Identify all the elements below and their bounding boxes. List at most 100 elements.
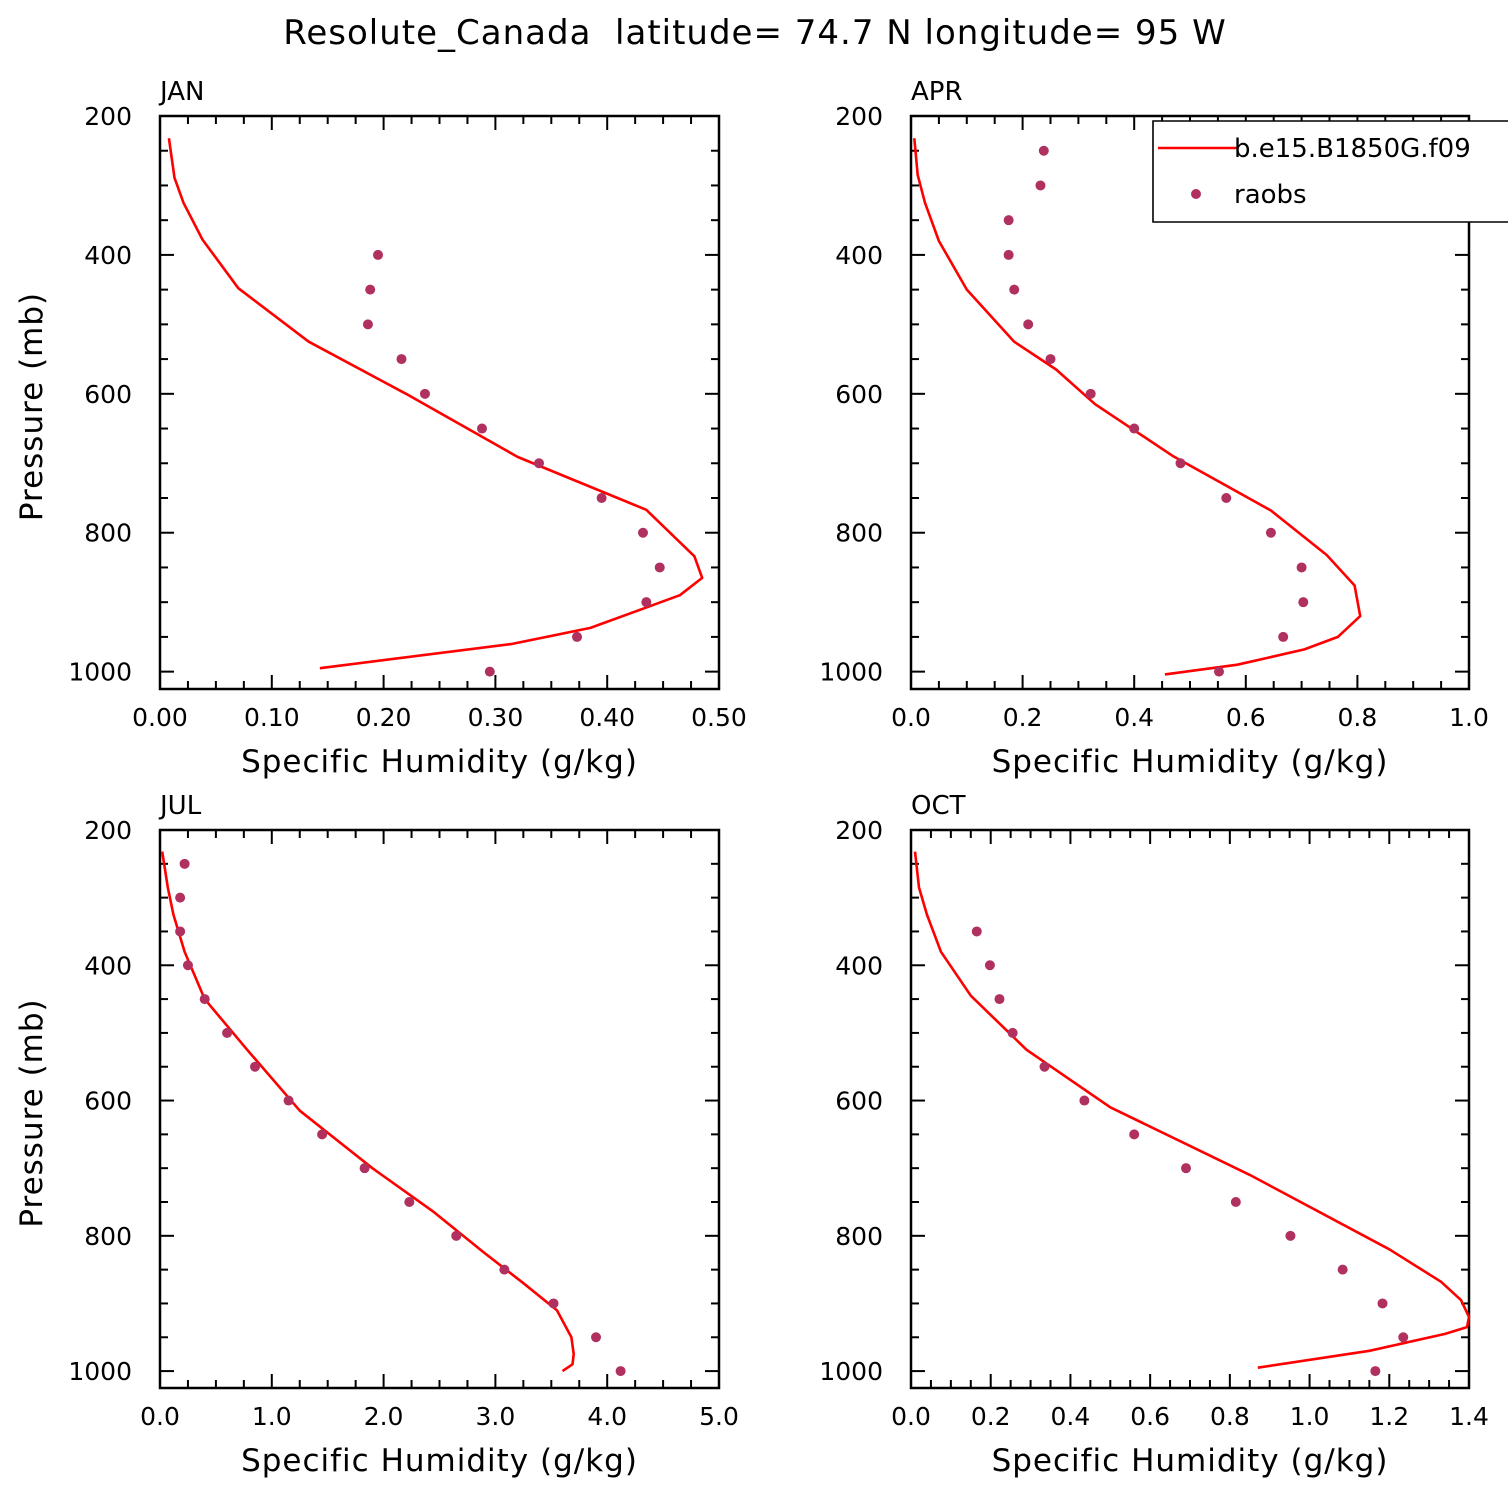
y-tick-label: 800 — [84, 1222, 132, 1251]
y-tick-label: 200 — [84, 102, 132, 131]
raobs-point — [1370, 1366, 1381, 1377]
raobs-point — [250, 1061, 261, 1072]
panel-oct: OCT 0.0 0.2 0.4 0.6 0.8 1.0 1.2 1.4 200 400 600 800 1… — [819, 791, 1489, 1479]
raobs-point — [362, 319, 373, 330]
raobs-point — [534, 458, 545, 469]
legend-marker-swatch — [1191, 189, 1201, 199]
raobs-point — [637, 527, 648, 538]
raobs-point — [1129, 423, 1140, 434]
figure-title: Resolute_Canada latitude= 74.7 N longitu… — [283, 13, 1226, 53]
raobs-point — [1039, 1061, 1050, 1072]
panel-jan: JAN 0.00 0.10 0.20 0.30 0.40 0.50 200 400 600 800 1… — [14, 77, 747, 780]
x-tick-label: 0.30 — [468, 703, 524, 732]
raobs-point — [591, 1332, 602, 1343]
y-tick-label: 400 — [84, 241, 132, 270]
raobs-point — [984, 960, 995, 971]
y-tick-label: 800 — [835, 519, 883, 548]
x-axis-title: Specific Humidity (g/kg) — [992, 744, 1389, 780]
raobs-point — [1398, 1332, 1409, 1343]
raobs-point — [1221, 493, 1232, 503]
raobs-point — [641, 597, 652, 608]
x-tick-label: 0.10 — [244, 703, 300, 732]
x-tick-label: 3.0 — [476, 1402, 516, 1431]
raobs-point — [994, 994, 1005, 1005]
x-tick-label: 1.0 — [252, 1402, 292, 1431]
raobs-point — [199, 994, 210, 1005]
raobs-point — [1278, 631, 1289, 642]
raobs-point — [1009, 284, 1020, 295]
raobs-point — [1085, 388, 1096, 399]
panel-apr: APR 0.0 0.2 0.4 0.6 0.8 1.0 200 400 600 800 1000 Spe… — [819, 77, 1508, 780]
series-line-model — [160, 851, 576, 1373]
y-axis-title: Pressure (mb) — [14, 292, 50, 521]
legend: b.e15.B1850G.f09 raobs — [1152, 120, 1508, 223]
raobs-point — [1079, 1095, 1090, 1106]
series-line-model — [913, 138, 1362, 676]
x-tick-label: 0.0 — [140, 1402, 180, 1431]
y-tick-label: 1000 — [68, 1357, 132, 1386]
y-tick-label: 400 — [835, 241, 883, 270]
raobs-point — [572, 631, 583, 642]
raobs-point — [1214, 666, 1225, 677]
raobs-point — [1298, 597, 1309, 608]
raobs-point — [1045, 354, 1056, 365]
y-tick-label: 200 — [835, 816, 883, 845]
raobs-point — [175, 892, 186, 903]
raobs-point — [615, 1366, 626, 1377]
x-tick-label: 1.2 — [1369, 1402, 1409, 1431]
y-tick-label: 800 — [835, 1222, 883, 1251]
y-axis-title: Pressure (mb) — [14, 998, 50, 1227]
raobs-point — [1265, 527, 1276, 538]
x-tick-label: 1.0 — [1449, 703, 1489, 732]
raobs-point — [182, 960, 193, 971]
raobs-point — [971, 926, 982, 937]
raobs-point — [1230, 1197, 1241, 1207]
panel-label: OCT — [911, 791, 966, 821]
raobs-point — [359, 1163, 370, 1174]
x-tick-label: 0.20 — [356, 703, 412, 732]
x-tick-label: 0.8 — [1338, 703, 1378, 732]
raobs-point — [596, 493, 607, 503]
panel-label: APR — [911, 77, 963, 107]
x-tick-label: 5.0 — [699, 1402, 739, 1431]
raobs-point — [365, 284, 376, 295]
y-tick-label: 1000 — [819, 1357, 883, 1386]
raobs-point — [451, 1230, 462, 1241]
x-tick-label: 0.2 — [1003, 703, 1043, 732]
y-tick-label: 600 — [835, 380, 883, 409]
raobs-point — [1181, 1163, 1192, 1174]
raobs-point — [1175, 458, 1186, 469]
x-tick-label: 0.50 — [691, 703, 747, 732]
y-tick-label: 200 — [835, 102, 883, 131]
raobs-point — [1035, 180, 1046, 191]
raobs-point — [373, 249, 384, 260]
x-tick-label: 0.0 — [891, 703, 931, 732]
x-tick-label: 0.2 — [971, 1402, 1011, 1431]
raobs-point — [476, 423, 487, 434]
raobs-point — [1003, 215, 1014, 226]
x-tick-label: 0.4 — [1051, 1402, 1091, 1431]
raobs-point — [548, 1298, 559, 1309]
raobs-point — [222, 1027, 233, 1038]
y-tick-label: 600 — [835, 1087, 883, 1116]
raobs-point — [484, 666, 495, 677]
raobs-point — [1285, 1230, 1296, 1241]
raobs-point — [1377, 1298, 1388, 1309]
raobs-point — [404, 1197, 415, 1207]
panel-label: JUL — [158, 791, 202, 821]
raobs-point — [283, 1095, 294, 1106]
x-axis-title: Specific Humidity (g/kg) — [241, 744, 638, 780]
legend-box — [1152, 120, 1508, 223]
raobs-point — [654, 562, 665, 573]
y-tick-label: 800 — [84, 519, 132, 548]
panels: JAN 0.00 0.10 0.20 0.30 0.40 0.50 200 400 600 800 1… — [14, 77, 1508, 1479]
y-tick-label: 400 — [84, 951, 132, 980]
y-tick-label: 400 — [835, 951, 883, 980]
x-axis-title: Specific Humidity (g/kg) — [992, 1443, 1389, 1479]
raobs-point — [1007, 1027, 1018, 1038]
raobs-point — [499, 1264, 510, 1275]
x-tick-label: 0.4 — [1114, 703, 1154, 732]
raobs-point — [396, 354, 407, 365]
legend-label-obs: raobs — [1234, 180, 1307, 210]
